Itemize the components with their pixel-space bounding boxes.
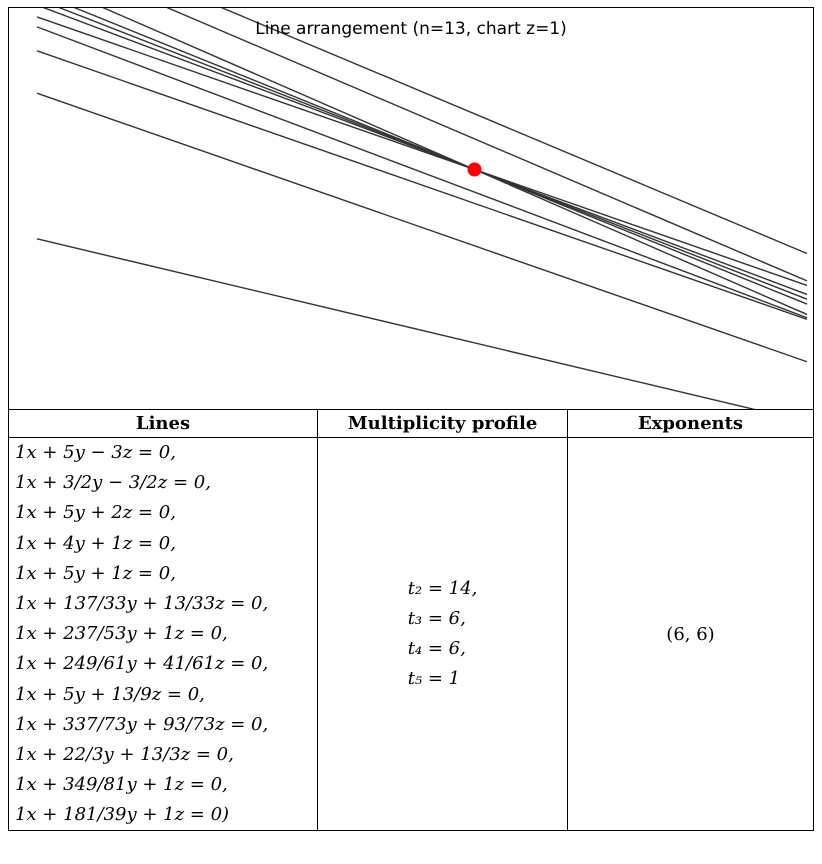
arrangement-line xyxy=(58,8,808,300)
line-equation: 1x + 22/3y + 13/3z = 0, xyxy=(15,743,234,765)
multiplicity-cell: t₂ = 14, t₃ = 6, t₄ = 6, t₅ = 1 xyxy=(317,436,568,832)
plot-title: Line arrangement (n=13, chart z=1) xyxy=(255,19,567,39)
line-equation: 1x + 237/53y + 1z = 0, xyxy=(15,623,228,645)
arrangement-table: Lines Multiplicity profile Exponents 1x … xyxy=(8,409,814,832)
header-lines: Lines xyxy=(8,409,318,438)
arrangement-plot: Line arrangement (n=13, chart z=1) xyxy=(8,7,814,410)
line-equation: 1x + 137/33y + 13/33z = 0, xyxy=(15,592,269,614)
multiplicity-t5: t₅ = 1 xyxy=(407,668,461,690)
line-equation: 1x + 4y + 1z = 0, xyxy=(15,532,176,554)
header-exponents: Exponents xyxy=(567,409,814,438)
arrangement-line xyxy=(42,8,808,296)
intersection-point xyxy=(467,162,482,177)
points-layer xyxy=(467,162,482,177)
line-equation: 1x + 181/39y + 1z = 0) xyxy=(15,804,230,826)
line-equation: 1x + 249/61y + 41/61z = 0, xyxy=(15,653,269,675)
header-multiplicity: Multiplicity profile xyxy=(317,409,568,438)
line-equation: 1x + 337/73y + 93/73z = 0, xyxy=(15,713,269,735)
arrangement-line xyxy=(166,8,808,282)
arrangement-line xyxy=(36,16,808,287)
line-equation: 1x + 349/81y + 1z = 0, xyxy=(15,774,228,796)
lines-layer xyxy=(36,8,808,409)
arrangement-line xyxy=(36,50,808,321)
lines-cell: 1x + 5y − 3z = 0, 1x + 3/2y − 3/2z = 0, … xyxy=(8,436,318,832)
table-header-row: Lines Multiplicity profile Exponents xyxy=(8,409,814,438)
arrangement-line xyxy=(36,92,808,363)
table-row: 1x + 5y − 3z = 0, 1x + 3/2y − 3/2z = 0, … xyxy=(8,436,814,832)
line-equation: 1x + 5y + 13/9z = 0, xyxy=(15,683,205,705)
exponents-cell: (6, 6) xyxy=(567,436,814,832)
arrangement-svg xyxy=(36,8,808,409)
multiplicity-t3: t₃ = 6, xyxy=(407,608,466,630)
line-equation: 1x + 5y − 3z = 0, xyxy=(15,442,176,463)
arrangement-line xyxy=(220,8,808,255)
multiplicity-t2: t₂ = 14, xyxy=(407,578,478,600)
line-equation: 1x + 5y + 1z = 0, xyxy=(15,562,176,584)
arrangement-line xyxy=(73,8,808,305)
line-equation: 1x + 3/2y − 3/2z = 0, xyxy=(15,472,211,494)
arrangement-line xyxy=(36,238,756,409)
line-equation: 1x + 5y + 2z = 0, xyxy=(15,502,176,524)
multiplicity-t4: t₄ = 6, xyxy=(407,638,466,660)
arrangement-line xyxy=(36,26,808,319)
exponents-value: (6, 6) xyxy=(666,623,715,645)
arrangement-line xyxy=(102,8,808,316)
